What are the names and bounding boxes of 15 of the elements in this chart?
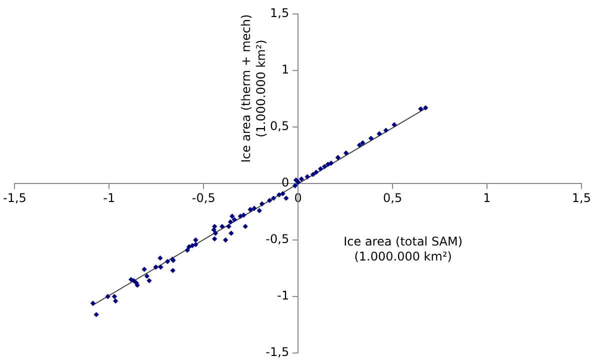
y-tick-label: -0,5 [266,232,290,246]
y-tick-label: -1 [277,288,290,303]
y-tick-label: 1,5 [270,6,290,20]
y-tick-label: 0 [281,176,290,190]
x-tick-label: -1 [103,190,116,205]
y-tick-label: -1,5 [266,345,290,360]
x-tick-label: -0,5 [192,190,216,205]
y-axis-title: Ice area (therm + mech) (1.000.000 km²) [239,14,268,163]
x-tick-label: -1,5 [2,190,26,205]
x-tick-label: 1,5 [572,190,592,205]
y-tick-label: 0,5 [270,119,290,134]
x-axis-title: Ice area (total SAM) (1.000.000 km²) [344,234,463,264]
y-tick-label: 1 [281,62,290,77]
x-tick-label: 1 [483,190,491,205]
x-tick-label: 0,5 [382,190,402,205]
